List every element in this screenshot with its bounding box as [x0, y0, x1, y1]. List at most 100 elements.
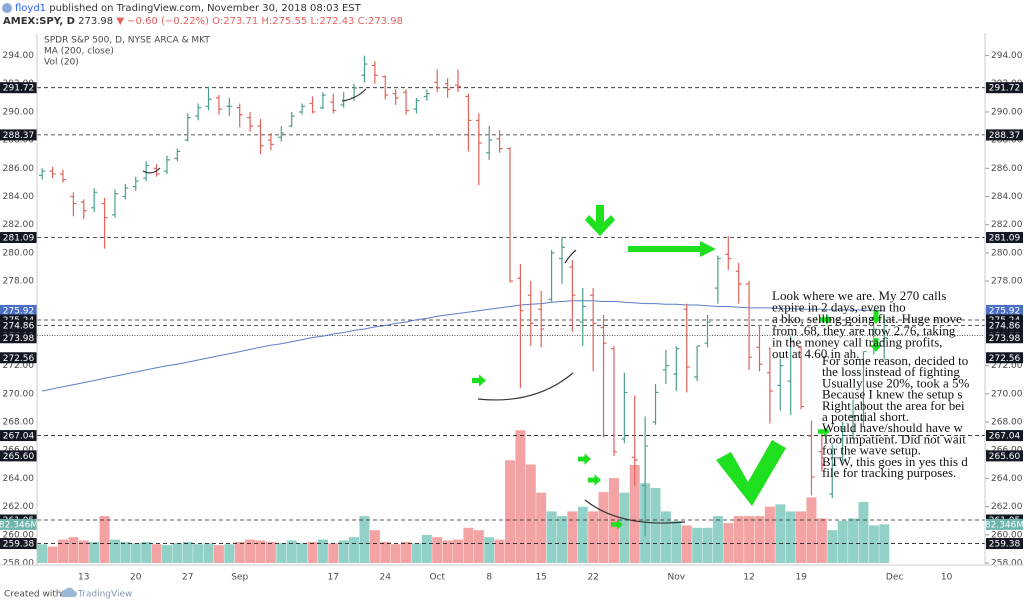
green-arrow: [578, 453, 591, 465]
level-label-box: [986, 82, 1023, 94]
level-label-box: [0, 232, 37, 244]
volume-bar: [494, 539, 505, 563]
volume-bar: [827, 530, 838, 563]
volume-bar: [297, 543, 308, 563]
level-label-box: [0, 319, 37, 331]
level-label: 281.09: [3, 234, 35, 244]
symbol: AMEX:SPY, D: [3, 16, 75, 27]
volume-bar: [536, 492, 547, 563]
volume-bar: [681, 525, 692, 563]
volume-bar: [567, 511, 578, 563]
level-label: 291.72: [3, 84, 35, 94]
level-label-box: [986, 232, 1023, 244]
volume-bar: [775, 504, 786, 563]
volume-bar: [525, 464, 536, 563]
volume-bar: [650, 487, 661, 563]
volume-bar: [411, 543, 422, 563]
volume-bar: [660, 511, 671, 563]
volume-bar: [848, 518, 859, 563]
volume-bar: [858, 502, 869, 563]
volume-bar: [99, 516, 110, 563]
volume-bar: [193, 544, 204, 563]
sketch-curve: [477, 372, 574, 401]
user[interactable]: floyd1: [15, 3, 46, 14]
volume-bar: [213, 545, 224, 563]
volume-bar: [764, 506, 775, 563]
volume-bar: [276, 543, 287, 563]
volume-bar: [723, 523, 734, 563]
volume-bar: [712, 516, 723, 563]
annotation-line: a bko, selling going flat. Huge move: [772, 311, 962, 326]
level-label-box: [0, 304, 37, 316]
ohlc-close: C:273.98: [358, 16, 403, 27]
volume-bar: [328, 543, 339, 563]
volume-bar: [245, 539, 256, 563]
volume-label-box: [986, 518, 1023, 530]
x-tick-label: 27: [182, 573, 193, 583]
annotation-line: file for tracking purposes.: [822, 465, 956, 480]
y-tick-label: 294.00: [991, 51, 1023, 61]
y-tick-label: 262.00: [3, 502, 35, 512]
y-tick-label: 260.00: [3, 530, 35, 540]
footer-created: Created with: [4, 590, 62, 600]
annotation-line: expire in 2 days, even tho: [772, 300, 906, 315]
volume-bar: [733, 516, 744, 563]
ohlc-low: L:272.43: [310, 16, 354, 27]
volume-bar: [234, 541, 245, 563]
level-label: 273.98: [3, 334, 35, 344]
volume-bar: [172, 543, 183, 563]
volume-bar: [556, 516, 567, 563]
volume-bar: [598, 492, 609, 563]
volume-bar: [317, 539, 328, 563]
y-tick-label: 258.00: [3, 559, 35, 569]
legend-ma: MA (200, close): [44, 47, 114, 57]
change: ▼ −0.60 (−0.22%): [116, 16, 209, 27]
level-label-box: [0, 538, 37, 550]
legend-symbol: SPDR S&P 500, D, NYSE ARCA & MKT: [44, 36, 210, 46]
level-label-box: [986, 430, 1023, 442]
y-tick-label: 268.00: [991, 418, 1023, 428]
volume-bar: [744, 516, 755, 563]
level-label-box: [986, 304, 1023, 316]
level-label: 265.60: [3, 452, 35, 462]
volume-bar: [432, 537, 443, 563]
level-label-box: [0, 352, 37, 364]
volume-bar: [421, 534, 432, 563]
x-tick-label: 20: [130, 573, 142, 583]
annotation-line: Because I knew the setup s: [822, 387, 962, 402]
annotation-line: out at 4.60 in ah.: [772, 346, 859, 361]
level-label-box: [0, 82, 37, 94]
ohlc-open: O:273.71: [212, 16, 258, 27]
volume-bar: [671, 520, 682, 563]
level-label-box: [0, 332, 37, 344]
level-label-box: [986, 450, 1023, 462]
volume-bar: [453, 539, 464, 563]
y-tick-label: 280.00: [3, 248, 35, 258]
y-tick-label: 290.00: [3, 107, 35, 117]
y-tick-label: 258.00: [991, 559, 1023, 569]
y-tick-label: 286.00: [3, 164, 35, 174]
level-label: 288.37: [3, 131, 35, 141]
author-line: floyd1 published on TradingView.com, Nov…: [15, 3, 362, 14]
volume-bar: [868, 525, 879, 563]
annotation-line: from .68, they are now 2.76, taking: [772, 323, 956, 338]
plot-area: 258.00 258.00 260.00 260.00 262.00 262.00 264.…: [0, 51, 1024, 583]
volume-bar: [546, 511, 557, 563]
level-label-box: [0, 129, 37, 141]
x-tick-label: 17: [328, 573, 339, 583]
annotation-line: For some reason, decided to: [822, 353, 968, 368]
symbol-line: AMEX:SPY, D 273.98 ▼ −0.60 (−0.22%) O:27…: [3, 16, 403, 27]
volume-bar: [629, 464, 640, 563]
annotation-line: a potential short.: [822, 409, 909, 424]
level-label: 275.92: [3, 306, 35, 316]
volume-bar: [369, 530, 380, 563]
volume-bar: [380, 541, 391, 563]
footer-brand[interactable]: TradingView: [77, 590, 132, 600]
volume-bar: [692, 527, 703, 563]
level-label-box: [0, 430, 37, 442]
level-label: 281.09: [989, 234, 1021, 244]
x-tick-label: 12: [743, 573, 754, 583]
x-tick-label: 15: [535, 573, 546, 583]
level-label: 273.98: [989, 334, 1021, 344]
